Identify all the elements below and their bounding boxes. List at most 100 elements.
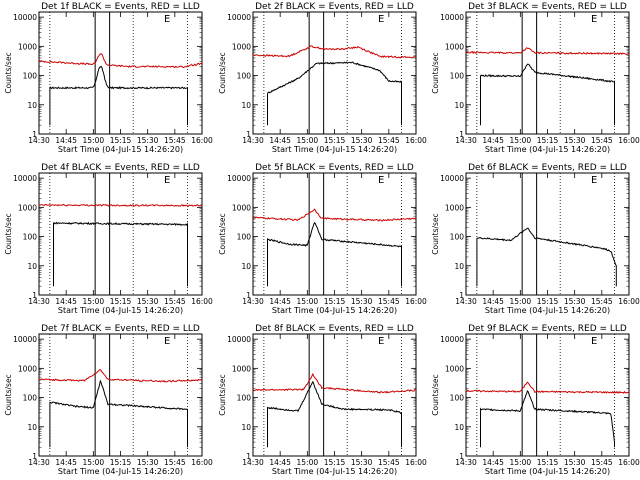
panel-det-4: Det 4f BLACK = Events, RED = LLD E 1 10 100 1…: [4, 163, 213, 315]
x-tick-label: 16:00: [191, 136, 213, 145]
y-tick-label: 10000: [13, 174, 37, 183]
y-tick-label: 1: [459, 130, 464, 139]
series-lld: [38, 203, 203, 207]
panel-det-7: Det 7f BLACK = Events, RED = LLD E 1 10 100 1…: [4, 324, 213, 476]
y-tick-label: 10: [241, 101, 251, 110]
y-axis-label: Counts/sec: [4, 52, 13, 93]
y-tick-label: 100: [237, 72, 252, 81]
x-tick-label: 15:00: [297, 458, 319, 467]
y-tick-label: 10000: [227, 174, 251, 183]
x-tick-label: 15:00: [83, 458, 105, 467]
series-lld: [252, 45, 417, 59]
x-tick-label: 15:30: [137, 297, 159, 306]
x-axis-label: Start Time (04-Jul-15 14:26:20): [485, 306, 610, 315]
panel-title: Det 6f BLACK = Events, RED = LLD: [468, 163, 627, 173]
y-tick-label: 100: [450, 233, 465, 242]
x-tick-label: 14:45: [269, 136, 291, 145]
x-tick-label: 15:15: [537, 297, 559, 306]
x-tick-label: 15:15: [324, 458, 346, 467]
y-tick-label: 10: [454, 262, 464, 271]
x-axis-label: Start Time (04-Jul-15 14:26:20): [485, 467, 610, 476]
x-tick-label: 15:00: [510, 297, 532, 306]
x-tick-label: 16:00: [618, 136, 640, 145]
x-tick-label: 15:15: [110, 297, 132, 306]
series-lld: [38, 53, 203, 69]
y-tick-label: 100: [450, 394, 465, 403]
plot-frame: [465, 333, 630, 457]
x-tick-label: 15:00: [83, 136, 105, 145]
x-tick-label: 15:00: [297, 136, 319, 145]
y-axis-label: Counts/sec: [218, 213, 227, 254]
series-lld: [465, 47, 630, 56]
event-flag: E: [378, 14, 384, 25]
x-tick-label: 14:45: [482, 297, 504, 306]
x-tick-label: 15:15: [110, 136, 132, 145]
x-tick-label: 14:30: [28, 136, 50, 145]
y-axis-label: Counts/sec: [431, 52, 440, 93]
y-tick-label: 1000: [18, 42, 37, 51]
y-tick-label: 1: [459, 291, 464, 300]
plot-frame: [465, 172, 630, 296]
y-tick-label: 10: [241, 423, 251, 432]
plot-frame: [465, 11, 630, 135]
y-tick-label: 100: [450, 72, 465, 81]
x-tick-label: 14:45: [55, 458, 77, 467]
x-tick-label: 16:00: [618, 297, 640, 306]
plot-frame: [252, 11, 417, 135]
x-tick-label: 15:30: [351, 136, 373, 145]
panel-title: Det 3f BLACK = Events, RED = LLD: [468, 2, 627, 12]
x-tick-label: 15:15: [110, 458, 132, 467]
series-events: [49, 379, 188, 448]
y-tick-label: 10000: [440, 13, 464, 22]
event-flag: E: [591, 336, 597, 347]
panel-det-6: Det 6f BLACK = Events, RED = LLD E 1 10 100 1…: [431, 163, 640, 315]
event-flag: E: [164, 175, 170, 186]
x-tick-label: 14:45: [55, 136, 77, 145]
x-tick-label: 14:30: [242, 297, 264, 306]
event-flag: E: [378, 336, 384, 347]
plot-frame: [252, 333, 417, 457]
x-tick-label: 14:45: [482, 458, 504, 467]
x-axis-label: Start Time (04-Jul-15 14:26:20): [272, 145, 397, 154]
x-tick-label: 14:45: [55, 297, 77, 306]
event-flag: E: [591, 14, 597, 25]
y-tick-label: 1: [32, 130, 37, 139]
x-tick-label: 15:00: [510, 458, 532, 467]
x-tick-label: 15:30: [564, 136, 586, 145]
y-tick-label: 10: [454, 101, 464, 110]
x-tick-label: 14:30: [455, 458, 477, 467]
x-tick-label: 14:45: [269, 458, 291, 467]
panel-title: Det 9f BLACK = Events, RED = LLD: [468, 324, 627, 334]
x-tick-label: 15:45: [378, 458, 400, 467]
y-axis-label: Counts/sec: [218, 52, 227, 93]
x-tick-label: 14:30: [455, 136, 477, 145]
y-tick-label: 1: [459, 452, 464, 461]
y-tick-label: 1: [32, 452, 37, 461]
panel-title: Det 5f BLACK = Events, RED = LLD: [255, 163, 414, 173]
x-tick-label: 15:00: [83, 297, 105, 306]
y-tick-label: 10: [27, 262, 37, 271]
y-tick-label: 100: [23, 72, 38, 81]
y-tick-label: 10000: [440, 174, 464, 183]
y-tick-label: 100: [23, 233, 38, 242]
y-tick-label: 10: [241, 262, 251, 271]
x-tick-label: 14:45: [482, 136, 504, 145]
series-events: [53, 221, 188, 287]
y-tick-label: 10: [27, 423, 37, 432]
x-tick-label: 16:00: [405, 297, 427, 306]
panel-title: Det 2f BLACK = Events, RED = LLD: [255, 2, 414, 12]
x-tick-label: 16:00: [405, 136, 427, 145]
panel-det-1: Det 1f BLACK = Events, RED = LLD E 1 10 100 1…: [4, 2, 213, 154]
y-axis-label: Counts/sec: [4, 213, 13, 254]
y-axis-label: Counts/sec: [431, 374, 440, 415]
plot-frame: [252, 172, 417, 296]
x-tick-label: 14:30: [28, 297, 50, 306]
y-tick-label: 1000: [445, 42, 464, 51]
panel-det-8: Det 8f BLACK = Events, RED = LLD E 1 10 100 1…: [218, 324, 427, 476]
y-tick-label: 1000: [18, 364, 37, 373]
y-tick-label: 10000: [227, 335, 251, 344]
x-tick-label: 15:15: [537, 458, 559, 467]
series-lld: [252, 208, 417, 222]
x-tick-label: 14:30: [455, 297, 477, 306]
panel-title: Det 7f BLACK = Events, RED = LLD: [41, 324, 200, 334]
